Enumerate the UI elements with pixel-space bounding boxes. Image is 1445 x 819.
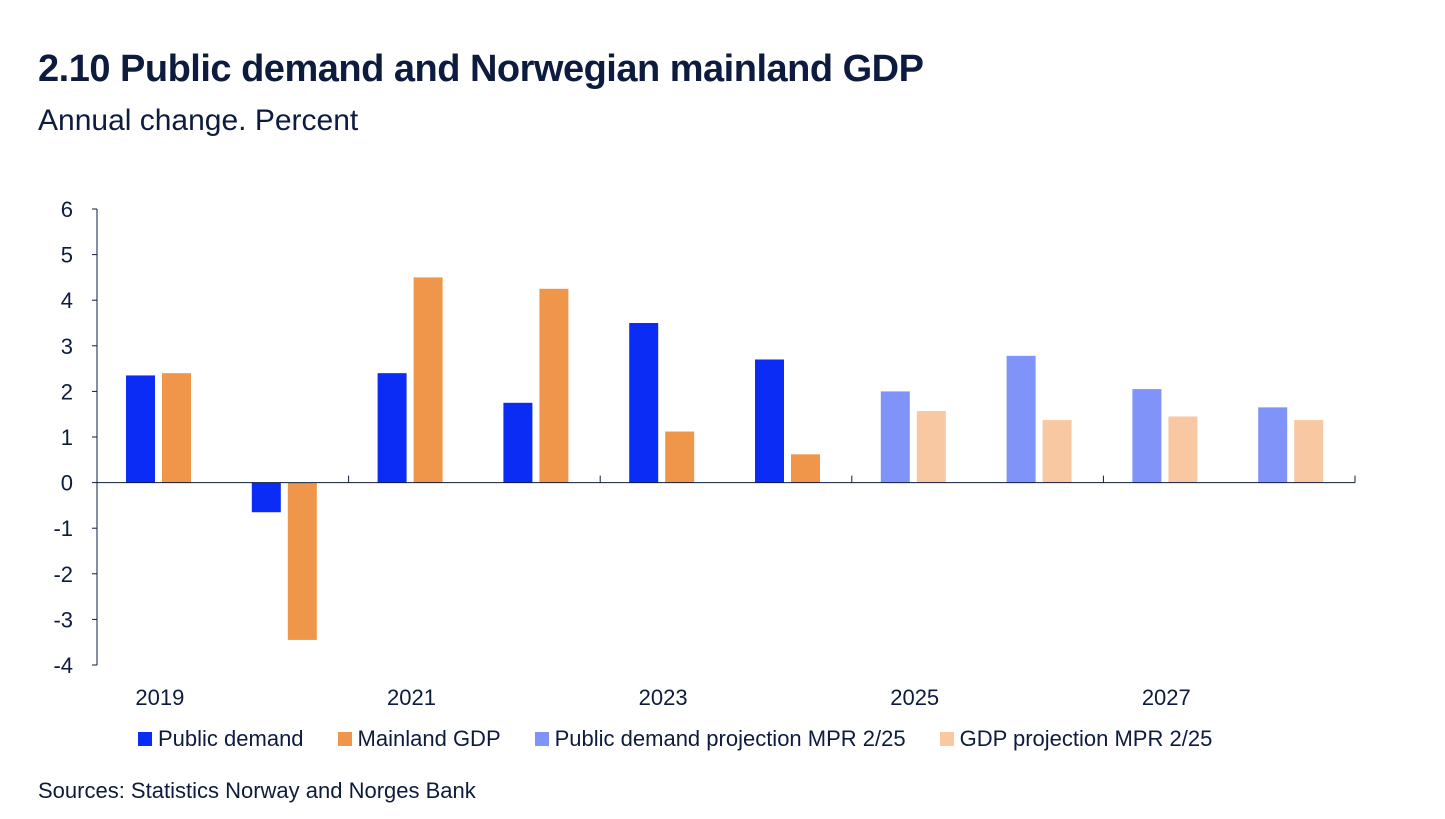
bar-gdp-2019 (162, 373, 191, 483)
bar-gdp-2028 (1294, 420, 1324, 483)
bar-gdp-2024 (791, 454, 820, 483)
bar-demand-2023 (629, 323, 659, 483)
y-tick-label: 4 (61, 288, 73, 313)
y-tick-label: 1 (61, 425, 73, 450)
y-tick-label: -1 (53, 516, 73, 541)
x-tick-label: 2027 (1142, 685, 1191, 710)
legend-label: GDP projection MPR 2/25 (959, 726, 1213, 751)
bar-demand-2024 (755, 359, 784, 483)
y-tick-label: -3 (53, 607, 73, 632)
bar-demand-2028 (1258, 407, 1288, 483)
legend-swatch (534, 732, 549, 746)
bar-gdp-2021 (413, 277, 443, 483)
bar-gdp-2026 (1042, 420, 1072, 483)
bar-demand-2025 (880, 391, 910, 483)
y-tick-label: 3 (61, 334, 73, 359)
bar-gdp-2025 (916, 411, 946, 483)
bar-demand-2020 (251, 482, 281, 513)
legend-label: Mainland GDP (357, 726, 501, 751)
bar-demand-2027 (1132, 389, 1162, 483)
bar-gdp-2020 (287, 482, 317, 640)
y-tick-label: 5 (61, 243, 73, 268)
legend-swatch (939, 732, 954, 746)
legend-item: Public demand projection MPR 2/25 (534, 726, 906, 752)
y-tick-label: 0 (61, 471, 73, 496)
bar-gdp-2023 (665, 431, 695, 483)
legend-item: Mainland GDP (337, 726, 501, 752)
y-tick-label: -4 (53, 653, 73, 678)
y-tick-label: -2 (53, 562, 73, 587)
bar-gdp-2027 (1168, 416, 1198, 483)
y-tick-label: 2 (61, 379, 73, 404)
bar-demand-2026 (1006, 355, 1036, 483)
legend-label: Public demand (158, 726, 304, 751)
y-tick-label: 6 (61, 197, 73, 222)
legend-swatch (337, 732, 352, 746)
bar-demand-2021 (377, 373, 407, 483)
chart-subtitle: Annual change. Percent (38, 104, 359, 137)
source-note: Sources: Statistics Norway and Norges Ba… (38, 778, 476, 803)
bar-demand-2019 (126, 375, 155, 483)
bar-demand-2022 (503, 402, 533, 483)
x-tick-label: 2021 (387, 685, 436, 710)
x-tick-label: 2023 (639, 685, 688, 710)
legend-label: Public demand projection MPR 2/25 (554, 726, 906, 751)
legend-item: Public demand (138, 726, 304, 752)
legend: Public demand Mainland GDP Public demand p… (138, 726, 1246, 752)
legend-item: GDP projection MPR 2/25 (939, 726, 1213, 752)
bar-gdp-2022 (539, 288, 569, 483)
legend-swatch (138, 732, 152, 746)
x-tick-label: 2019 (135, 685, 184, 710)
x-tick-label: 2025 (890, 685, 939, 710)
chart-title: 2.10 Public demand and Norwegian mainlan… (38, 48, 924, 90)
